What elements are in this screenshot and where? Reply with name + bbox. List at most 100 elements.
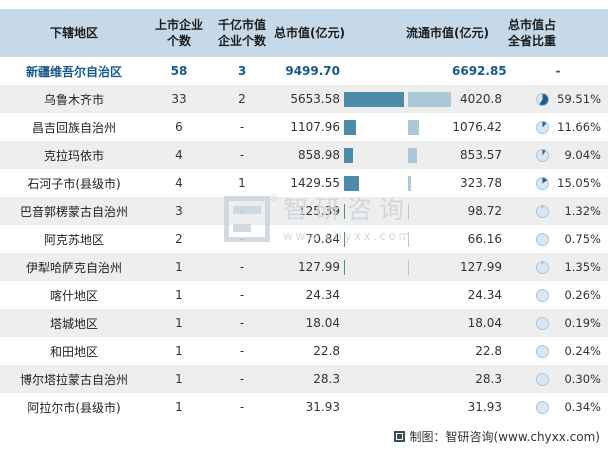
total-market-value-cell: 28.3 [274, 372, 406, 386]
credit-footer: 制图：智研咨询(www.chyxx.com) [0, 421, 608, 451]
share-percent: 0.30% [564, 372, 601, 386]
circulating-market-value: 31.93 [467, 400, 502, 414]
total-market-value-cell: 70.84 [274, 231, 406, 247]
region-name: 乌鲁木齐市 [43, 92, 104, 107]
hundred-billion-count: 3 [237, 64, 247, 78]
total-market-value-cell: 9499.70 [274, 64, 406, 78]
total-market-value: 5653.58 [290, 92, 340, 106]
circulating-market-value: 66.16 [467, 232, 502, 246]
hundred-billion-count: - [239, 288, 245, 302]
circulating-market-value: 18.04 [467, 316, 502, 330]
total-market-value-cell: 5653.58 [274, 91, 406, 107]
circulating-market-value: 6692.85 [452, 64, 507, 78]
total-bar-area [340, 259, 406, 275]
hundred-billion-count: 2 [238, 92, 246, 106]
chyxx-logo-icon [393, 430, 405, 442]
table-row: 石河子市(县级市) 4 1 1429.55 323.78 15.05% [0, 169, 608, 197]
table-row: 昌吉回族自治州 6 - 1107.96 1076.42 11.66% [0, 113, 608, 141]
total-market-value-cell: 22.8 [274, 344, 406, 358]
circulating-market-value: 4020.8 [460, 92, 502, 106]
listed-count: 33 [171, 92, 187, 106]
circulating-market-value-cell: 18.04 [406, 316, 508, 330]
total-market-value-cell: 18.04 [274, 316, 406, 330]
listed-count: 1 [175, 344, 183, 358]
total-market-value: 1107.96 [290, 120, 340, 134]
total-market-value: 858.98 [298, 148, 340, 162]
total-market-bar [344, 203, 345, 219]
region-name: 和田地区 [49, 344, 98, 359]
region-name: 博尔塔拉蒙古自治州 [19, 372, 128, 387]
total-market-value-cell: 24.34 [274, 288, 406, 302]
listed-count: 3 [175, 204, 183, 218]
share-percent: 1.32% [564, 204, 601, 218]
share-pie-icon [536, 316, 549, 330]
circulating-bar-area [406, 259, 452, 275]
total-bar-area [340, 91, 406, 107]
hundred-billion-count: - [239, 232, 245, 246]
total-market-value: 9499.70 [285, 64, 340, 78]
total-market-value: 127.99 [298, 260, 340, 274]
share-percent: 15.05% [557, 176, 601, 190]
circulating-bar-area [406, 175, 452, 191]
listed-count: 1 [175, 316, 183, 330]
share-cell: 9.04% [508, 148, 608, 162]
listed-count: 58 [170, 64, 188, 78]
total-market-value: 1429.55 [290, 176, 340, 190]
share-cell: 0.26% [508, 288, 608, 302]
circulating-market-value: 22.8 [475, 344, 502, 358]
listed-count: 1 [175, 260, 183, 274]
share-pie-icon [536, 400, 549, 414]
table-row: 巴音郭楞蒙古自治州 3 - 125.39 98.72 1.32% [0, 197, 608, 225]
circulating-market-value-cell: 28.3 [406, 372, 508, 386]
share-pie-icon [536, 372, 549, 386]
share-cell: 0.30% [508, 372, 608, 386]
total-market-value-cell: 1429.55 [274, 175, 406, 191]
circulating-bar-area [406, 203, 452, 219]
circulating-bar-area [406, 147, 452, 163]
circulating-bar-area [406, 231, 452, 247]
share-percent: 59.51% [557, 92, 601, 106]
total-market-bar [344, 231, 345, 247]
share-pie-icon [536, 260, 549, 274]
share-pie-icon [536, 148, 549, 162]
column-header-hundred-billion-count: 千亿市值 企业个数 [217, 17, 266, 48]
table-row: 乌鲁木齐市 33 2 5653.58 4020.8 59.51% [0, 85, 608, 113]
region-name: 阿拉尔市(县级市) [27, 400, 121, 415]
table-row: 博尔塔拉蒙古自治州 1 - 28.3 28.3 0.30% [0, 365, 608, 393]
share-cell: 15.05% [508, 176, 608, 190]
circulating-market-bar [408, 119, 419, 135]
circulating-market-value: 24.34 [467, 288, 502, 302]
share-percent: 9.04% [564, 148, 601, 162]
total-bar-area [340, 203, 406, 219]
hundred-billion-count: - [239, 204, 245, 218]
region-name: 巴音郭楞蒙古自治州 [19, 204, 128, 219]
region-name: 塔城地区 [49, 316, 98, 331]
table-row: 阿克苏地区 2 - 70.84 66.16 0.75% [0, 225, 608, 253]
column-header-total-market-value: 总市值(亿元) [274, 25, 345, 40]
share-cell: 59.51% [508, 92, 608, 106]
hundred-billion-count: - [239, 400, 245, 414]
circulating-market-value-cell: 127.99 [406, 259, 508, 275]
share-cell: 11.66% [508, 120, 608, 134]
circulating-market-value: 28.3 [475, 372, 502, 386]
circulating-market-value-cell: 98.72 [406, 203, 508, 219]
total-market-value-cell: 127.99 [274, 259, 406, 275]
total-market-value-cell: 31.93 [274, 400, 406, 414]
share-cell: 0.34% [508, 400, 608, 414]
share-cell: - [555, 64, 561, 78]
circulating-market-value-cell: 6692.85 [406, 64, 508, 78]
circulating-market-value-cell: 853.57 [406, 147, 508, 163]
hundred-billion-count: - [239, 372, 245, 386]
share-percent: 0.19% [564, 316, 601, 330]
listed-count: 1 [175, 288, 183, 302]
listed-count: 4 [175, 176, 183, 190]
share-cell: 0.24% [508, 344, 608, 358]
share-pie-icon [536, 204, 549, 218]
circulating-bar-area [406, 119, 452, 135]
region-name: 克拉玛依市 [43, 148, 104, 163]
share-cell: 0.19% [508, 316, 608, 330]
region-name: 新疆维吾尔自治区 [25, 64, 122, 79]
share-cell: 1.32% [508, 204, 608, 218]
table-row: 伊犁哈萨克自治州 1 - 127.99 127.99 1.35% [0, 253, 608, 281]
